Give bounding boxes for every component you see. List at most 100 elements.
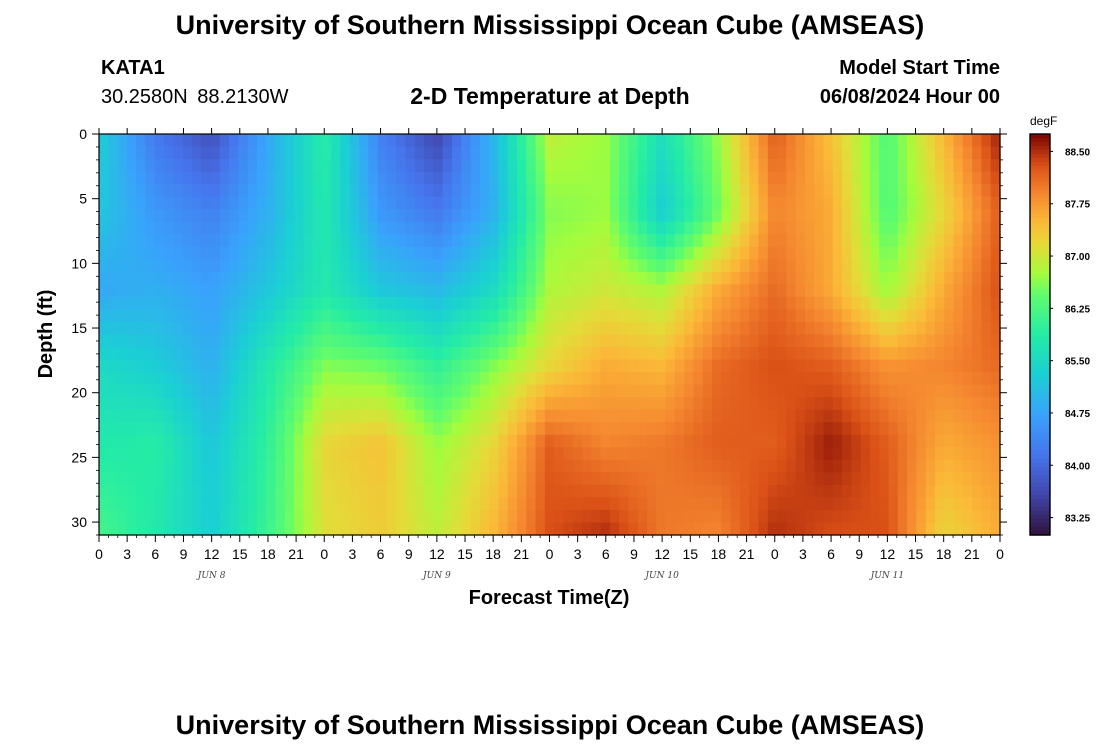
heatmap-cell xyxy=(136,497,147,511)
heatmap-cell xyxy=(229,522,239,536)
heatmap-cell xyxy=(990,484,1001,499)
heatmap-cell xyxy=(786,259,797,273)
x-tick-label: 9 xyxy=(630,546,638,562)
heatmap-cell xyxy=(916,259,927,273)
heatmap-cell xyxy=(860,184,871,198)
heatmap-cell xyxy=(284,384,295,398)
heatmap-cell xyxy=(451,522,462,536)
heatmap-cell xyxy=(479,522,490,536)
heatmap-cell xyxy=(591,359,602,373)
heatmap-cell xyxy=(582,321,592,336)
colorbar-band xyxy=(1030,454,1050,460)
heatmap-cell xyxy=(767,159,778,173)
heatmap-cell xyxy=(637,497,648,511)
heatmap-cell xyxy=(377,309,388,323)
heatmap-cell xyxy=(563,221,574,235)
heatmap-cell xyxy=(424,497,434,511)
heatmap-cell xyxy=(321,259,332,273)
heatmap-cell xyxy=(777,472,787,486)
heatmap-cell xyxy=(591,284,602,298)
heatmap-cell xyxy=(712,296,722,311)
heatmap-cell xyxy=(442,296,453,311)
heatmap-cell xyxy=(953,359,964,373)
heatmap-cell xyxy=(126,409,137,423)
heatmap-cell xyxy=(944,196,955,210)
heatmap-cell xyxy=(275,509,286,524)
heatmap-cell xyxy=(219,347,230,361)
heatmap-cell xyxy=(758,409,769,423)
heatmap-cell xyxy=(247,271,258,285)
heatmap-cell xyxy=(990,146,1001,160)
heatmap-cell xyxy=(749,422,760,436)
colorbar-band xyxy=(1030,262,1050,267)
heatmap-cell xyxy=(823,196,834,210)
heatmap-cell xyxy=(386,334,397,348)
heatmap-cell xyxy=(730,309,741,323)
heatmap-cell xyxy=(888,171,899,185)
heatmap-cell xyxy=(433,384,444,398)
heatmap-cell xyxy=(925,259,936,273)
heatmap-cell xyxy=(879,321,890,336)
heatmap-cell xyxy=(349,159,360,173)
heatmap-cell xyxy=(256,171,267,185)
heatmap-cell xyxy=(303,321,314,336)
heatmap-cell xyxy=(684,397,695,411)
heatmap-cell xyxy=(572,196,583,210)
heatmap-cell xyxy=(609,484,620,499)
heatmap-cell xyxy=(916,296,927,311)
heatmap-cell xyxy=(767,321,778,336)
heatmap-cell xyxy=(405,509,416,524)
heatmap-cell xyxy=(349,472,360,486)
heatmap-cell xyxy=(934,447,945,461)
heatmap-cell xyxy=(164,259,174,273)
heatmap-cell xyxy=(442,134,453,148)
heatmap-cell xyxy=(619,459,630,473)
heatmap-cell xyxy=(972,284,983,298)
heatmap-cell xyxy=(851,372,862,386)
heatmap-cell xyxy=(888,372,899,386)
heatmap-cell xyxy=(582,347,592,361)
heatmap-cell xyxy=(804,347,815,361)
heatmap-cell xyxy=(164,209,174,223)
heatmap-cell xyxy=(563,271,574,285)
heatmap-cell xyxy=(767,472,778,486)
heatmap-cell xyxy=(182,171,193,185)
heatmap-cell xyxy=(479,271,490,285)
heatmap-cell xyxy=(860,196,871,210)
heatmap-cell xyxy=(823,184,834,198)
heatmap-cell xyxy=(191,221,202,235)
heatmap-cell xyxy=(786,196,797,210)
heatmap-cell xyxy=(507,497,518,511)
heatmap-cell xyxy=(591,196,602,210)
heatmap-cell xyxy=(684,359,695,373)
heatmap-cell xyxy=(461,146,472,160)
heatmap-cell xyxy=(164,484,174,499)
colorbar-band xyxy=(1030,474,1050,480)
heatmap-cell xyxy=(126,372,137,386)
heatmap-cell xyxy=(674,321,685,336)
heatmap-cell xyxy=(516,234,527,248)
heatmap-cell xyxy=(99,497,109,511)
heatmap-cell xyxy=(284,409,295,423)
heatmap-cell xyxy=(582,209,592,223)
heatmap-cell xyxy=(563,509,574,524)
heatmap-cell xyxy=(619,221,630,235)
heatmap-cell xyxy=(962,234,973,248)
heatmap-cell xyxy=(925,159,936,173)
heatmap-cell xyxy=(256,184,267,198)
heatmap-cell xyxy=(684,159,695,173)
heatmap-cell xyxy=(238,509,249,524)
heatmap-cell xyxy=(470,321,481,336)
heatmap-cell xyxy=(201,146,212,160)
heatmap-cell xyxy=(972,522,983,536)
heatmap-cell xyxy=(331,397,342,411)
colorbar-band xyxy=(1030,170,1050,175)
heatmap-cell xyxy=(842,209,852,223)
heatmap-cell xyxy=(126,271,137,285)
heatmap-cell xyxy=(925,397,936,411)
heatmap-cell xyxy=(554,397,565,411)
heatmap-cell xyxy=(907,234,917,248)
heatmap-cell xyxy=(786,497,797,511)
heatmap-cell xyxy=(266,259,277,273)
heatmap-cell xyxy=(990,309,1001,323)
